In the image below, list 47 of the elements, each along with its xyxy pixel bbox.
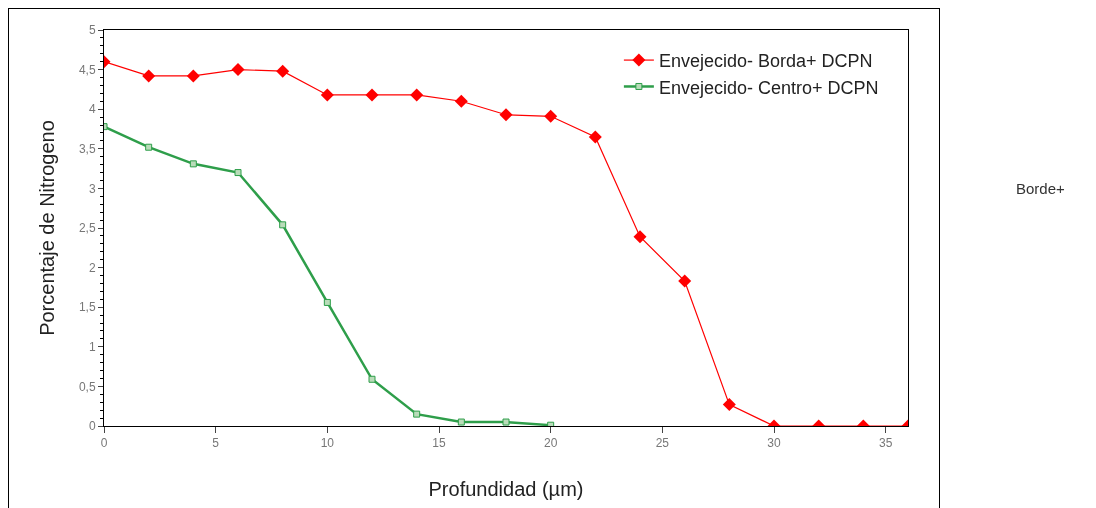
y-tick-label: 0 bbox=[88, 419, 96, 434]
point bbox=[678, 274, 692, 288]
y-tick-label: 3,5 bbox=[78, 142, 96, 156]
point bbox=[368, 375, 376, 383]
point bbox=[142, 69, 156, 83]
point bbox=[410, 88, 424, 102]
point bbox=[323, 298, 331, 306]
x-tick-label: 5 bbox=[212, 436, 220, 451]
point bbox=[544, 109, 558, 123]
point bbox=[454, 94, 468, 108]
point bbox=[502, 418, 510, 426]
x-tick-label: 15 bbox=[432, 436, 446, 451]
point bbox=[722, 398, 736, 412]
x-tick-label: 35 bbox=[878, 436, 893, 451]
text: Borde+ bbox=[1016, 180, 1066, 197]
x-tick-label: 25 bbox=[655, 436, 670, 451]
y-tick-label: 1 bbox=[88, 340, 96, 354]
x-axis-title: Profundidad (µm) bbox=[428, 478, 584, 500]
point bbox=[231, 63, 245, 77]
y-tick-label: 2 bbox=[88, 260, 96, 275]
point bbox=[189, 160, 197, 168]
point bbox=[413, 410, 421, 418]
x-tick-label: 0 bbox=[100, 436, 108, 451]
y-tick-label: 0,5 bbox=[78, 379, 96, 394]
y-tick-label: 4 bbox=[88, 102, 96, 117]
point bbox=[320, 88, 334, 102]
y-tick-label: 5 bbox=[88, 23, 96, 38]
y-tick-label: 2,5 bbox=[78, 221, 96, 236]
point bbox=[633, 230, 647, 244]
y-tick-label: 3 bbox=[88, 181, 96, 196]
y-tick-label: 1,5 bbox=[78, 300, 96, 315]
point bbox=[365, 88, 379, 102]
x-tick-label: 10 bbox=[320, 436, 335, 451]
point bbox=[457, 418, 465, 426]
x-tick-label: 20 bbox=[543, 436, 558, 451]
point bbox=[499, 108, 513, 122]
point bbox=[186, 69, 200, 83]
point bbox=[145, 143, 153, 151]
legend-label: Envejecido- Centro+ DCPN bbox=[658, 77, 879, 98]
point bbox=[234, 169, 242, 177]
y-tick-label: 4,5 bbox=[78, 62, 96, 77]
legend-label: Envejecido- Borda+ DCPN bbox=[658, 51, 873, 72]
x-tick-label: 30 bbox=[767, 436, 781, 451]
y-axis-title: Porcentaje de Nitrogeno bbox=[36, 120, 58, 336]
point bbox=[588, 130, 602, 144]
point bbox=[279, 221, 287, 229]
point bbox=[276, 64, 290, 78]
